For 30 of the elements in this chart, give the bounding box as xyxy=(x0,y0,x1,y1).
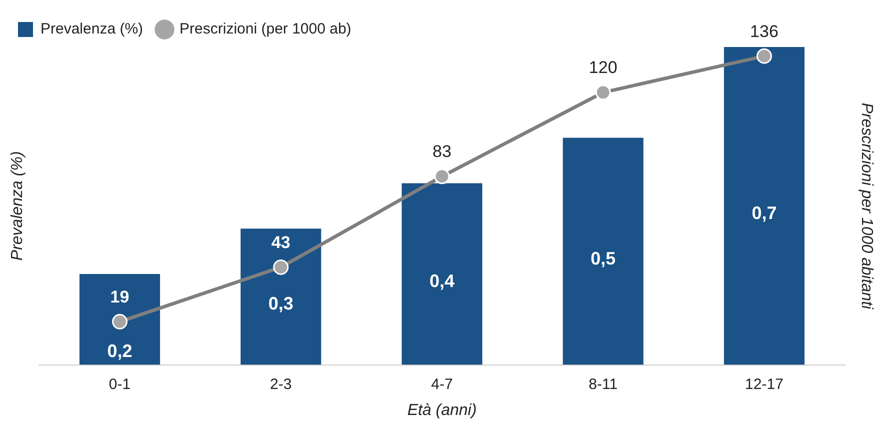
data-label: 0,3 xyxy=(268,294,294,314)
data-label: 0,4 xyxy=(429,270,455,291)
data-label: 0,5 xyxy=(590,248,616,268)
data-label: 136 xyxy=(750,22,778,41)
data-label: 83 xyxy=(432,142,452,162)
point xyxy=(595,84,611,100)
data-label: 19 xyxy=(110,287,130,306)
x-tick-label: 8-11 xyxy=(588,376,618,393)
legend-label: Prevalenza (%) xyxy=(40,20,144,38)
data-label: 0,2 xyxy=(107,340,132,361)
x-tick-label: 2-3 xyxy=(270,376,292,393)
bar xyxy=(724,47,805,365)
legend-label: Prescrizioni (per 1000 ab) xyxy=(180,20,352,38)
data-label: 0,7 xyxy=(752,202,777,223)
x-tick-label: 4-7 xyxy=(431,376,453,393)
data-label: 120 xyxy=(588,58,618,78)
x-tick-label: 12-17 xyxy=(745,376,784,393)
point xyxy=(756,48,772,64)
data-label: 43 xyxy=(271,232,290,252)
bar xyxy=(79,274,160,365)
bar xyxy=(562,138,644,365)
bar xyxy=(240,228,322,365)
point xyxy=(273,259,289,275)
y2-axis-title: Prescrizioni per 1000 abitanti xyxy=(858,102,875,310)
x-axis-title: Età (anni) xyxy=(407,402,477,419)
x-tick-label: 0-1 xyxy=(108,376,131,393)
point xyxy=(434,168,450,184)
point xyxy=(112,314,128,330)
bar xyxy=(402,183,482,365)
y-axis-title: Prevalenza (%) xyxy=(9,151,26,261)
